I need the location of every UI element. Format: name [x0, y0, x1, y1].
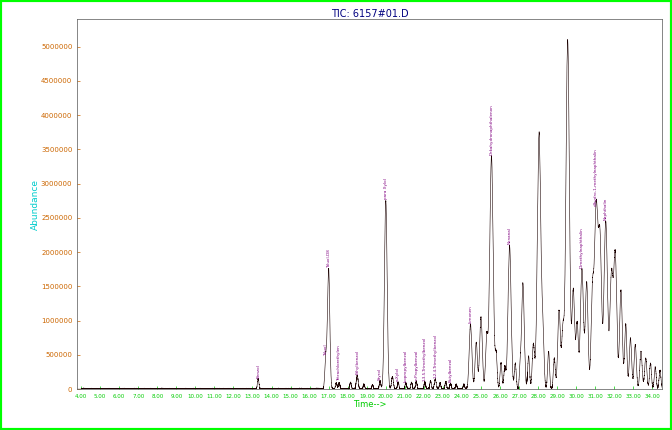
Y-axis label: Abundance: Abundance	[30, 179, 40, 230]
Text: para Xylol: para Xylol	[384, 179, 388, 200]
Text: Isopropylbenzol: Isopropylbenzol	[404, 349, 408, 381]
Text: n-Propylbenzol: n-Propylbenzol	[414, 350, 418, 380]
Text: Dekahydronaphthalenon: Dekahydronaphthalenon	[489, 104, 493, 155]
Text: Benzol: Benzol	[256, 364, 260, 378]
Text: Dimethylnaphthalin: Dimethylnaphthalin	[580, 227, 584, 268]
Text: Limonen: Limonen	[468, 305, 472, 323]
X-axis label: Time-->: Time-->	[353, 400, 386, 409]
Text: Styrol: Styrol	[378, 368, 382, 380]
Text: Tetrachlorethylen: Tetrachlorethylen	[337, 346, 341, 381]
Text: 1,3,5-Trimethylbenzol: 1,3,5-Trimethylbenzol	[423, 336, 427, 381]
Text: Nonanal: Nonanal	[507, 227, 511, 244]
Text: Toluol: Toluol	[324, 345, 328, 356]
Text: Naphthalin: Naphthalin	[603, 198, 607, 220]
Text: Toluol-D8: Toluol-D8	[327, 249, 331, 268]
Title: TIC: 6157#01.D: TIC: 6157#01.D	[331, 9, 409, 18]
Text: dihydro-1-methylnaphthalin: dihydro-1-methylnaphthalin	[594, 148, 598, 206]
Text: Butylbenzol: Butylbenzol	[448, 358, 452, 382]
Text: o-Xylol: o-Xylol	[396, 367, 400, 381]
Text: Ethylbenzol: Ethylbenzol	[355, 350, 360, 374]
Text: 1,2,4-Trimethylbenzol: 1,2,4-Trimethylbenzol	[433, 334, 437, 378]
